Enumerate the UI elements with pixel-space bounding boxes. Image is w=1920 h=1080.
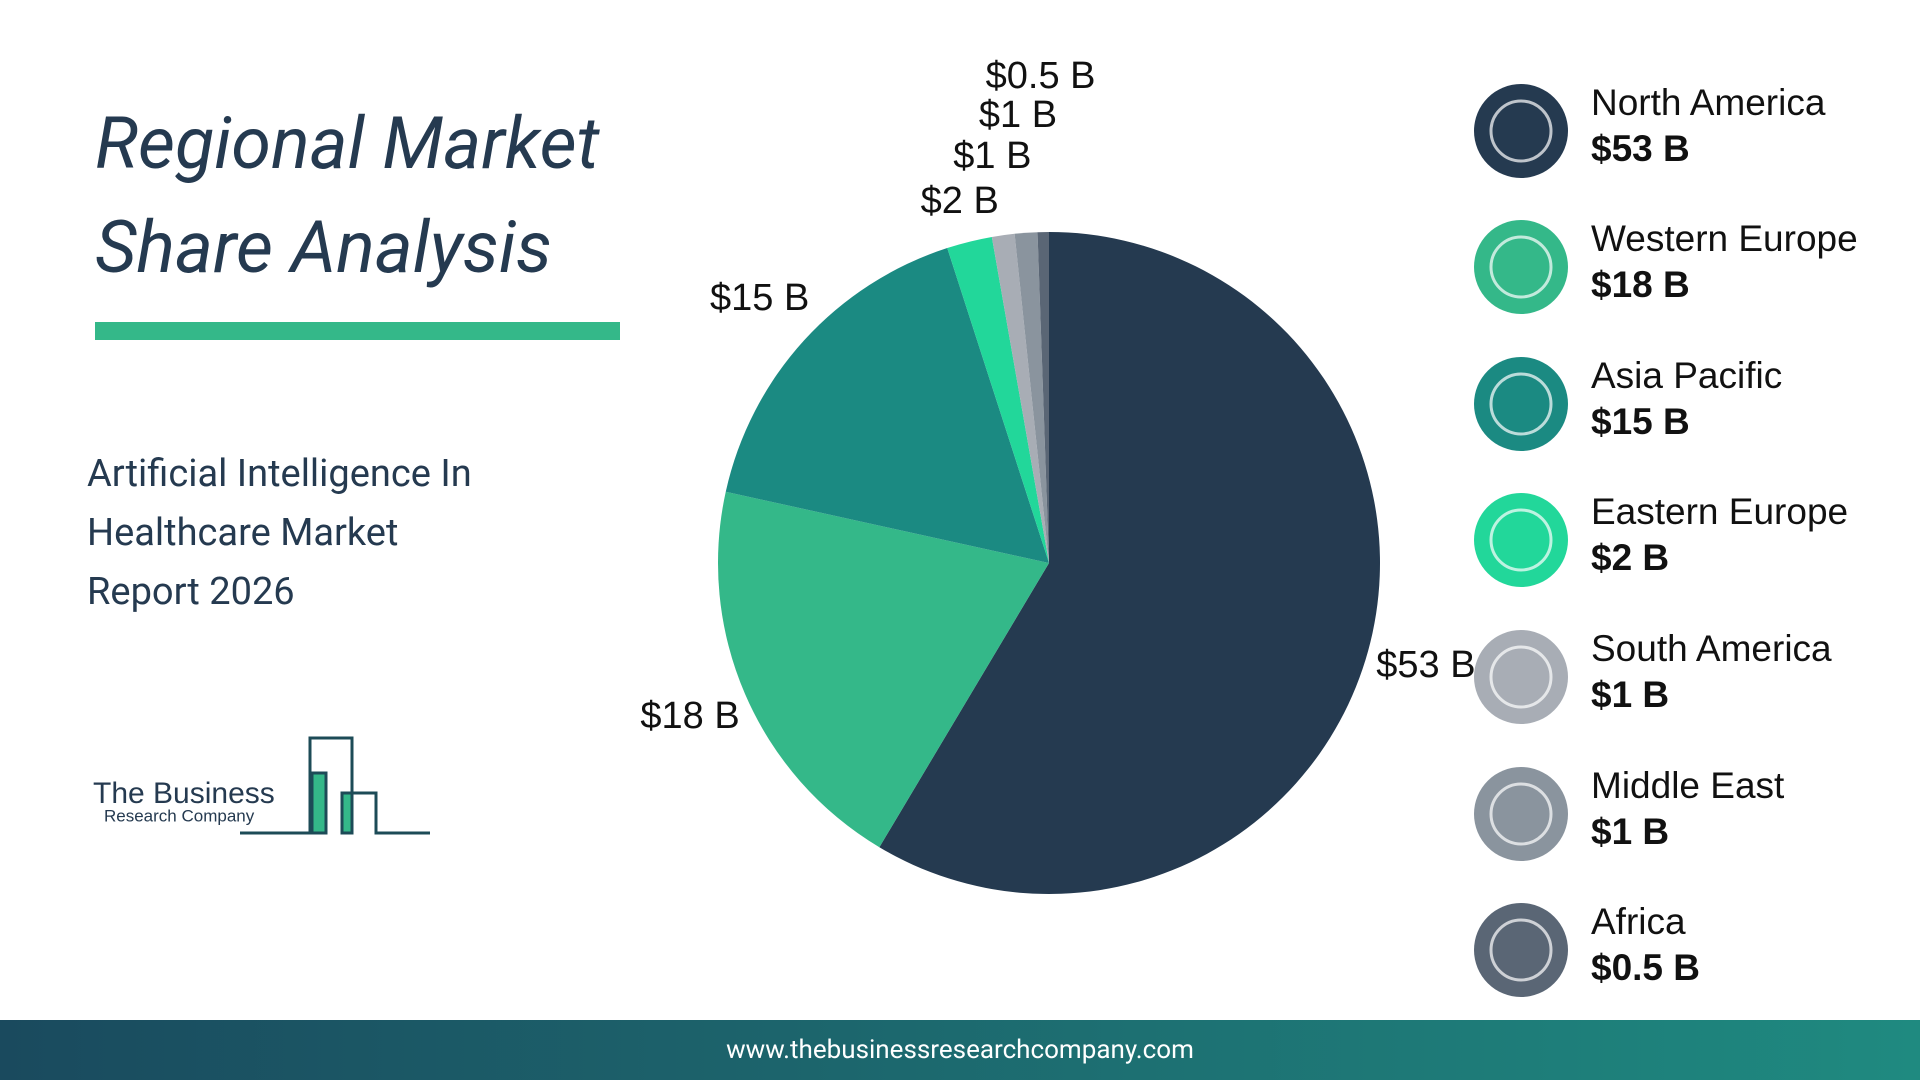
logo-subname: Research Company [104, 806, 255, 825]
slice-label: $1 B [979, 94, 1057, 136]
pie-slice [725, 248, 1049, 563]
subtitle: Artificial Intelligence In Healthcare Ma… [87, 452, 472, 614]
slice-label: $0.5 B [986, 55, 1096, 97]
pie-slice [1037, 232, 1049, 563]
legend-label: Eastern Europe [1591, 491, 1848, 532]
pie-slice [879, 232, 1380, 895]
slice-label: $18 B [640, 695, 739, 737]
legend-globe [1489, 235, 1553, 299]
pie-slice [991, 233, 1049, 564]
legend-label: Middle East [1591, 765, 1785, 806]
legend-value: $1 B [1591, 674, 1669, 715]
title: Regional Market Share Analysis [95, 101, 600, 290]
legend-globe [1489, 918, 1553, 982]
pie-slice [947, 236, 1049, 563]
logo-name: The Business [93, 777, 275, 810]
footer-url: www.thebusinessresearchcompany.com [0, 1020, 1920, 1080]
legend-label: Africa [1591, 901, 1686, 942]
legend-value: $2 B [1591, 537, 1669, 578]
slice-label: $15 B [710, 277, 809, 319]
legend-icon [1474, 767, 1568, 861]
legend-icon [1474, 903, 1568, 997]
legend-globe [1489, 645, 1553, 709]
legend-icon [1474, 357, 1568, 451]
legend-globe [1489, 782, 1553, 846]
chart: The Business Research Company $53 B $18 B… [93, 55, 1858, 997]
legend-icon [1474, 493, 1568, 587]
legend-value: $53 B [1591, 128, 1690, 169]
legend-label: North America [1591, 82, 1826, 123]
legend-label: South America [1591, 628, 1832, 669]
slice-label: $1 B [953, 135, 1031, 177]
logo [240, 736, 430, 835]
legend-globe [1489, 372, 1553, 436]
pie-slice [718, 491, 1049, 848]
legend-globe [1489, 99, 1553, 163]
title-underline [95, 322, 620, 340]
legend-label: Western Europe [1591, 218, 1858, 259]
legend-value: $0.5 B [1591, 947, 1700, 988]
legend-icon [1474, 220, 1568, 314]
legend-value: $1 B [1591, 811, 1669, 852]
slice-label: $2 B [921, 180, 999, 222]
legend-icon [1474, 84, 1568, 178]
pie-slice [1014, 232, 1049, 564]
legend-value: $15 B [1591, 401, 1690, 442]
legend-globe [1489, 508, 1553, 572]
legend-value: $18 B [1591, 264, 1690, 305]
legend-icon [1474, 630, 1568, 724]
slice-label: $53 B [1376, 644, 1475, 686]
legend-label: Asia Pacific [1591, 355, 1782, 396]
